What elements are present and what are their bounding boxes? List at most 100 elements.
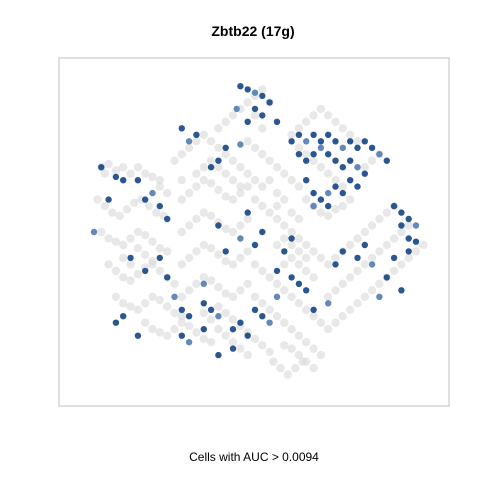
highlighted-cell-point: [325, 151, 332, 158]
highlighted-cell-point: [200, 300, 207, 307]
highlighted-cell-point: [222, 144, 229, 151]
cell-point: [309, 363, 318, 373]
cell-point: [302, 357, 311, 366]
highlighted-cell-point: [105, 196, 112, 203]
highlighted-cell-point: [207, 164, 215, 171]
cell-point: [155, 295, 164, 305]
cell-point: [126, 260, 135, 269]
highlighted-cell-point: [222, 248, 229, 255]
cell-point: [126, 276, 135, 285]
highlighted-cell-point: [303, 177, 310, 184]
highlighted-cell-point: [354, 254, 361, 262]
cell-point: [119, 240, 128, 250]
cell-point: [184, 188, 194, 198]
cell-point: [367, 221, 377, 230]
cell-point: [302, 150, 311, 159]
highlighted-cell-point: [200, 326, 207, 333]
cell-point: [265, 208, 274, 217]
cell-point: [346, 195, 355, 204]
cell-point: [280, 234, 289, 243]
cell-point: [214, 143, 223, 152]
cell-point: [404, 221, 413, 230]
cell-point: [287, 130, 296, 139]
cell-point: [360, 292, 369, 301]
cell-point: [346, 130, 355, 139]
cell-point: [214, 163, 223, 172]
cell-point: [243, 247, 252, 256]
highlighted-cell-point: [149, 189, 156, 197]
highlighted-cell-point: [303, 287, 310, 294]
highlighted-cell-point: [266, 99, 273, 106]
cell-point: [338, 201, 347, 211]
cell-point: [331, 318, 340, 327]
highlighted-cell-point: [237, 141, 244, 148]
cell-point: [236, 253, 245, 263]
cell-point: [258, 150, 267, 159]
cell-point: [221, 224, 230, 233]
cell-point: [250, 143, 260, 152]
highlighted-cell-point: [273, 293, 281, 300]
cell-point: [331, 286, 340, 295]
highlighted-cell-point: [317, 138, 325, 145]
cell-point: [324, 211, 333, 220]
cell-point: [236, 221, 245, 230]
cell-point: [294, 124, 304, 133]
highlighted-cell-point: [347, 177, 354, 184]
cell-point: [360, 227, 369, 237]
cell-point: [133, 227, 143, 237]
cell-point: [294, 299, 304, 308]
highlighted-cells-layer: [90, 83, 420, 359]
cell-point: [287, 253, 296, 263]
cell-point: [184, 143, 194, 152]
highlighted-cell-point: [325, 131, 332, 138]
cell-point: [338, 182, 347, 191]
cell-point: [192, 247, 201, 256]
cell-point: [122, 205, 132, 214]
cell-point: [221, 289, 230, 298]
cell-point: [243, 279, 252, 288]
cell-point: [177, 312, 186, 321]
highlighted-cell-point: [112, 319, 120, 326]
cell-point: [302, 240, 311, 250]
highlighted-cell-point: [317, 196, 325, 203]
chart-title: Zbtb22 (17g): [211, 23, 294, 39]
x-axis-label: Cells with AUC > 0.0094: [189, 450, 319, 464]
cell-point: [309, 156, 318, 165]
highlighted-cell-point: [237, 83, 244, 90]
cell-point: [272, 279, 282, 288]
highlighted-cell-point: [244, 86, 251, 93]
cell-point: [338, 279, 347, 288]
cell-point: [111, 237, 121, 246]
cell-point: [221, 308, 230, 318]
cell-point: [221, 331, 230, 340]
highlighted-cell-point: [185, 138, 193, 145]
cell-point: [243, 350, 252, 360]
cell-point: [389, 234, 399, 243]
cell-point: [221, 169, 230, 178]
cell-point: [280, 195, 289, 204]
cell-point: [353, 266, 362, 276]
cell-point: [250, 292, 260, 301]
highlighted-cell-point: [229, 326, 237, 333]
cell-point: [148, 325, 157, 334]
cell-point: [199, 334, 208, 344]
cell-point: [104, 234, 113, 243]
cell-point: [243, 98, 252, 107]
cell-point: [250, 260, 260, 269]
cell-point: [419, 240, 428, 250]
highlighted-cell-point: [325, 202, 332, 210]
highlighted-cell-point: [361, 170, 368, 177]
highlighted-cell-point: [347, 157, 354, 164]
cell-point: [133, 163, 143, 172]
cell-point: [214, 185, 223, 195]
highlighted-cell-point: [354, 164, 361, 171]
highlighted-cell-point: [156, 254, 163, 262]
cell-point: [177, 292, 186, 301]
cell-point: [272, 188, 282, 198]
cell-point: [141, 299, 150, 308]
highlighted-cell-point: [164, 274, 171, 281]
cell-point: [206, 179, 216, 188]
cell-point: [221, 117, 230, 127]
highlighted-cell-point: [383, 274, 390, 281]
highlighted-cell-point: [127, 254, 134, 262]
